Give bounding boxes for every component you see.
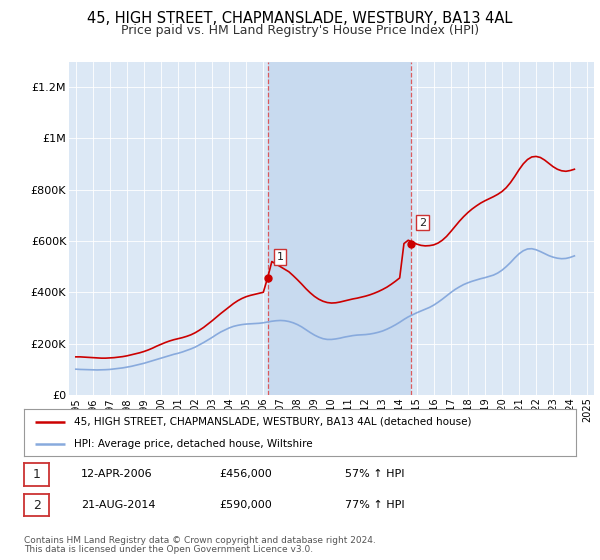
Text: 12-APR-2006: 12-APR-2006 <box>81 469 152 479</box>
Text: Contains HM Land Registry data © Crown copyright and database right 2024.: Contains HM Land Registry data © Crown c… <box>24 536 376 545</box>
Text: This data is licensed under the Open Government Licence v3.0.: This data is licensed under the Open Gov… <box>24 545 313 554</box>
Text: Price paid vs. HM Land Registry's House Price Index (HPI): Price paid vs. HM Land Registry's House … <box>121 24 479 36</box>
Text: 57% ↑ HPI: 57% ↑ HPI <box>345 469 404 479</box>
Text: £456,000: £456,000 <box>219 469 272 479</box>
Text: 21-AUG-2014: 21-AUG-2014 <box>81 500 155 510</box>
Text: HPI: Average price, detached house, Wiltshire: HPI: Average price, detached house, Wilt… <box>74 438 313 449</box>
Text: 2: 2 <box>32 498 41 512</box>
Text: 45, HIGH STREET, CHAPMANSLADE, WESTBURY, BA13 4AL: 45, HIGH STREET, CHAPMANSLADE, WESTBURY,… <box>88 11 512 26</box>
Text: 2: 2 <box>419 218 426 227</box>
Text: 77% ↑ HPI: 77% ↑ HPI <box>345 500 404 510</box>
Text: 1: 1 <box>277 252 284 262</box>
Bar <box>268 62 410 395</box>
Text: £590,000: £590,000 <box>219 500 272 510</box>
Text: 45, HIGH STREET, CHAPMANSLADE, WESTBURY, BA13 4AL (detached house): 45, HIGH STREET, CHAPMANSLADE, WESTBURY,… <box>74 417 471 427</box>
Text: 1: 1 <box>32 468 41 481</box>
